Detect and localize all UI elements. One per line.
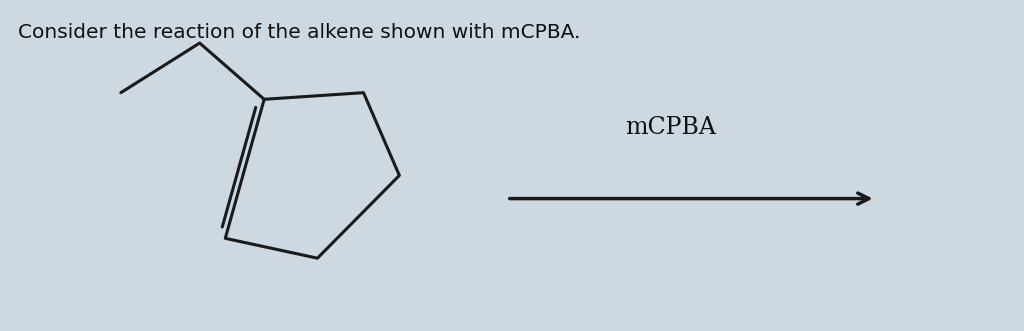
Text: Consider the reaction of the alkene shown with mCPBA.: Consider the reaction of the alkene show…	[18, 23, 581, 42]
Text: mCPBA: mCPBA	[626, 116, 716, 139]
